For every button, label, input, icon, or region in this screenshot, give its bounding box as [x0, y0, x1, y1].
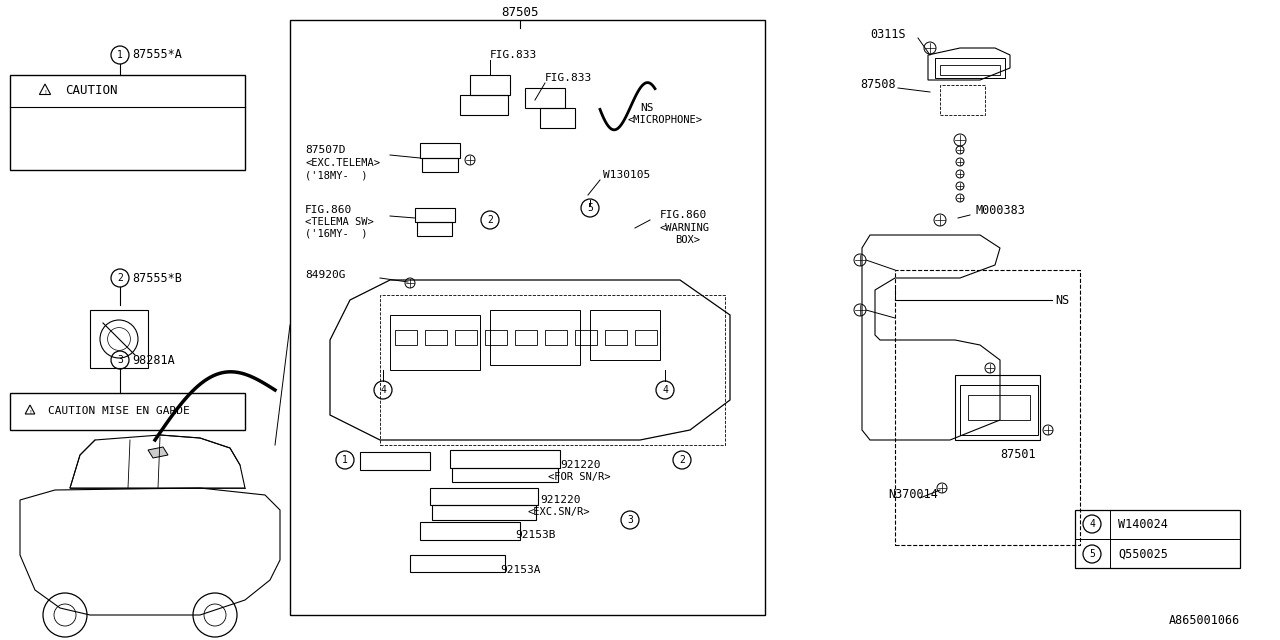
Text: 98281A: 98281A	[132, 353, 175, 367]
Bar	[291, 20, 765, 615]
Text: 5: 5	[1089, 549, 1094, 559]
Text: 84920G: 84920G	[305, 270, 346, 280]
Text: NS: NS	[640, 103, 654, 113]
Text: W130105: W130105	[603, 170, 650, 180]
Text: 87507D: 87507D	[305, 145, 346, 155]
Bar	[605, 330, 627, 345]
Bar	[430, 488, 538, 505]
Bar	[575, 330, 596, 345]
Bar	[454, 330, 477, 345]
Bar	[1075, 510, 1240, 568]
Text: ('16MY-  ): ('16MY- )	[305, 229, 367, 239]
Text: 1: 1	[342, 455, 348, 465]
Bar	[433, 505, 536, 520]
Text: FIG.833: FIG.833	[545, 73, 593, 83]
Bar	[460, 95, 508, 115]
Text: W140024: W140024	[1117, 518, 1167, 531]
Text: <EXC.TELEMA>: <EXC.TELEMA>	[305, 158, 380, 168]
Bar	[425, 330, 447, 345]
Text: 2: 2	[680, 455, 685, 465]
Text: N370014: N370014	[888, 488, 938, 502]
Text: FIG.860: FIG.860	[660, 210, 708, 220]
Text: FIG.860: FIG.860	[305, 205, 352, 215]
Text: 0311S: 0311S	[870, 29, 906, 42]
Text: 87505: 87505	[502, 6, 539, 19]
Text: NS: NS	[1055, 294, 1069, 307]
Bar	[515, 330, 538, 345]
Bar	[422, 158, 458, 172]
Bar	[934, 58, 1005, 78]
Text: !: !	[44, 90, 47, 95]
Bar	[380, 295, 724, 445]
Bar	[955, 375, 1039, 440]
Text: 3: 3	[627, 515, 632, 525]
Text: 4: 4	[380, 385, 387, 395]
Text: 87501: 87501	[1000, 449, 1036, 461]
Bar	[940, 85, 986, 115]
Bar	[415, 208, 454, 222]
Bar	[360, 452, 430, 470]
Bar	[895, 270, 1080, 545]
Polygon shape	[148, 447, 168, 458]
Text: 87555*A: 87555*A	[132, 49, 182, 61]
Text: <TELEMA SW>: <TELEMA SW>	[305, 217, 374, 227]
Bar	[590, 310, 660, 360]
Bar	[485, 330, 507, 345]
Bar	[396, 330, 417, 345]
Bar	[90, 310, 148, 368]
Bar	[635, 330, 657, 345]
Bar	[451, 450, 561, 468]
Text: CAUTION: CAUTION	[65, 84, 118, 97]
Bar	[525, 88, 564, 108]
Text: !: !	[28, 410, 32, 415]
Bar	[470, 75, 509, 95]
Text: 87555*B: 87555*B	[132, 271, 182, 285]
Text: 2: 2	[488, 215, 493, 225]
Bar	[540, 108, 575, 128]
Text: 87508: 87508	[860, 79, 896, 92]
Text: <MICROPHONE>: <MICROPHONE>	[627, 115, 701, 125]
Text: BOX>: BOX>	[675, 235, 700, 245]
Text: M000383: M000383	[975, 204, 1025, 216]
Text: A865001066: A865001066	[1169, 614, 1240, 627]
Text: 92153A: 92153A	[500, 565, 540, 575]
Bar	[968, 395, 1030, 420]
Bar	[960, 385, 1038, 435]
Text: 4: 4	[662, 385, 668, 395]
Text: 2: 2	[116, 273, 123, 283]
Text: 3: 3	[116, 355, 123, 365]
Text: 5: 5	[588, 203, 593, 213]
Bar	[545, 330, 567, 345]
Text: CAUTION MISE EN GARDE: CAUTION MISE EN GARDE	[49, 406, 189, 416]
Text: <EXC.SN/R>: <EXC.SN/R>	[529, 507, 590, 517]
Bar	[10, 393, 244, 430]
Text: <FOR SN/R>: <FOR SN/R>	[548, 472, 611, 482]
Bar	[490, 310, 580, 365]
Bar	[410, 555, 506, 572]
Bar	[10, 75, 244, 170]
Bar	[417, 222, 452, 236]
Bar	[940, 65, 1000, 75]
Text: FIG.833: FIG.833	[490, 50, 538, 60]
Bar	[420, 522, 520, 540]
Bar	[420, 143, 460, 158]
Text: <WARNING: <WARNING	[660, 223, 710, 233]
Bar	[452, 468, 558, 482]
Bar	[390, 315, 480, 370]
Text: 92153B: 92153B	[515, 530, 556, 540]
Text: 921220: 921220	[540, 495, 581, 505]
Text: 1: 1	[116, 50, 123, 60]
Text: 4: 4	[1089, 519, 1094, 529]
Text: 921220: 921220	[561, 460, 600, 470]
Text: ('18MY-  ): ('18MY- )	[305, 170, 367, 180]
Text: Q550025: Q550025	[1117, 547, 1167, 561]
